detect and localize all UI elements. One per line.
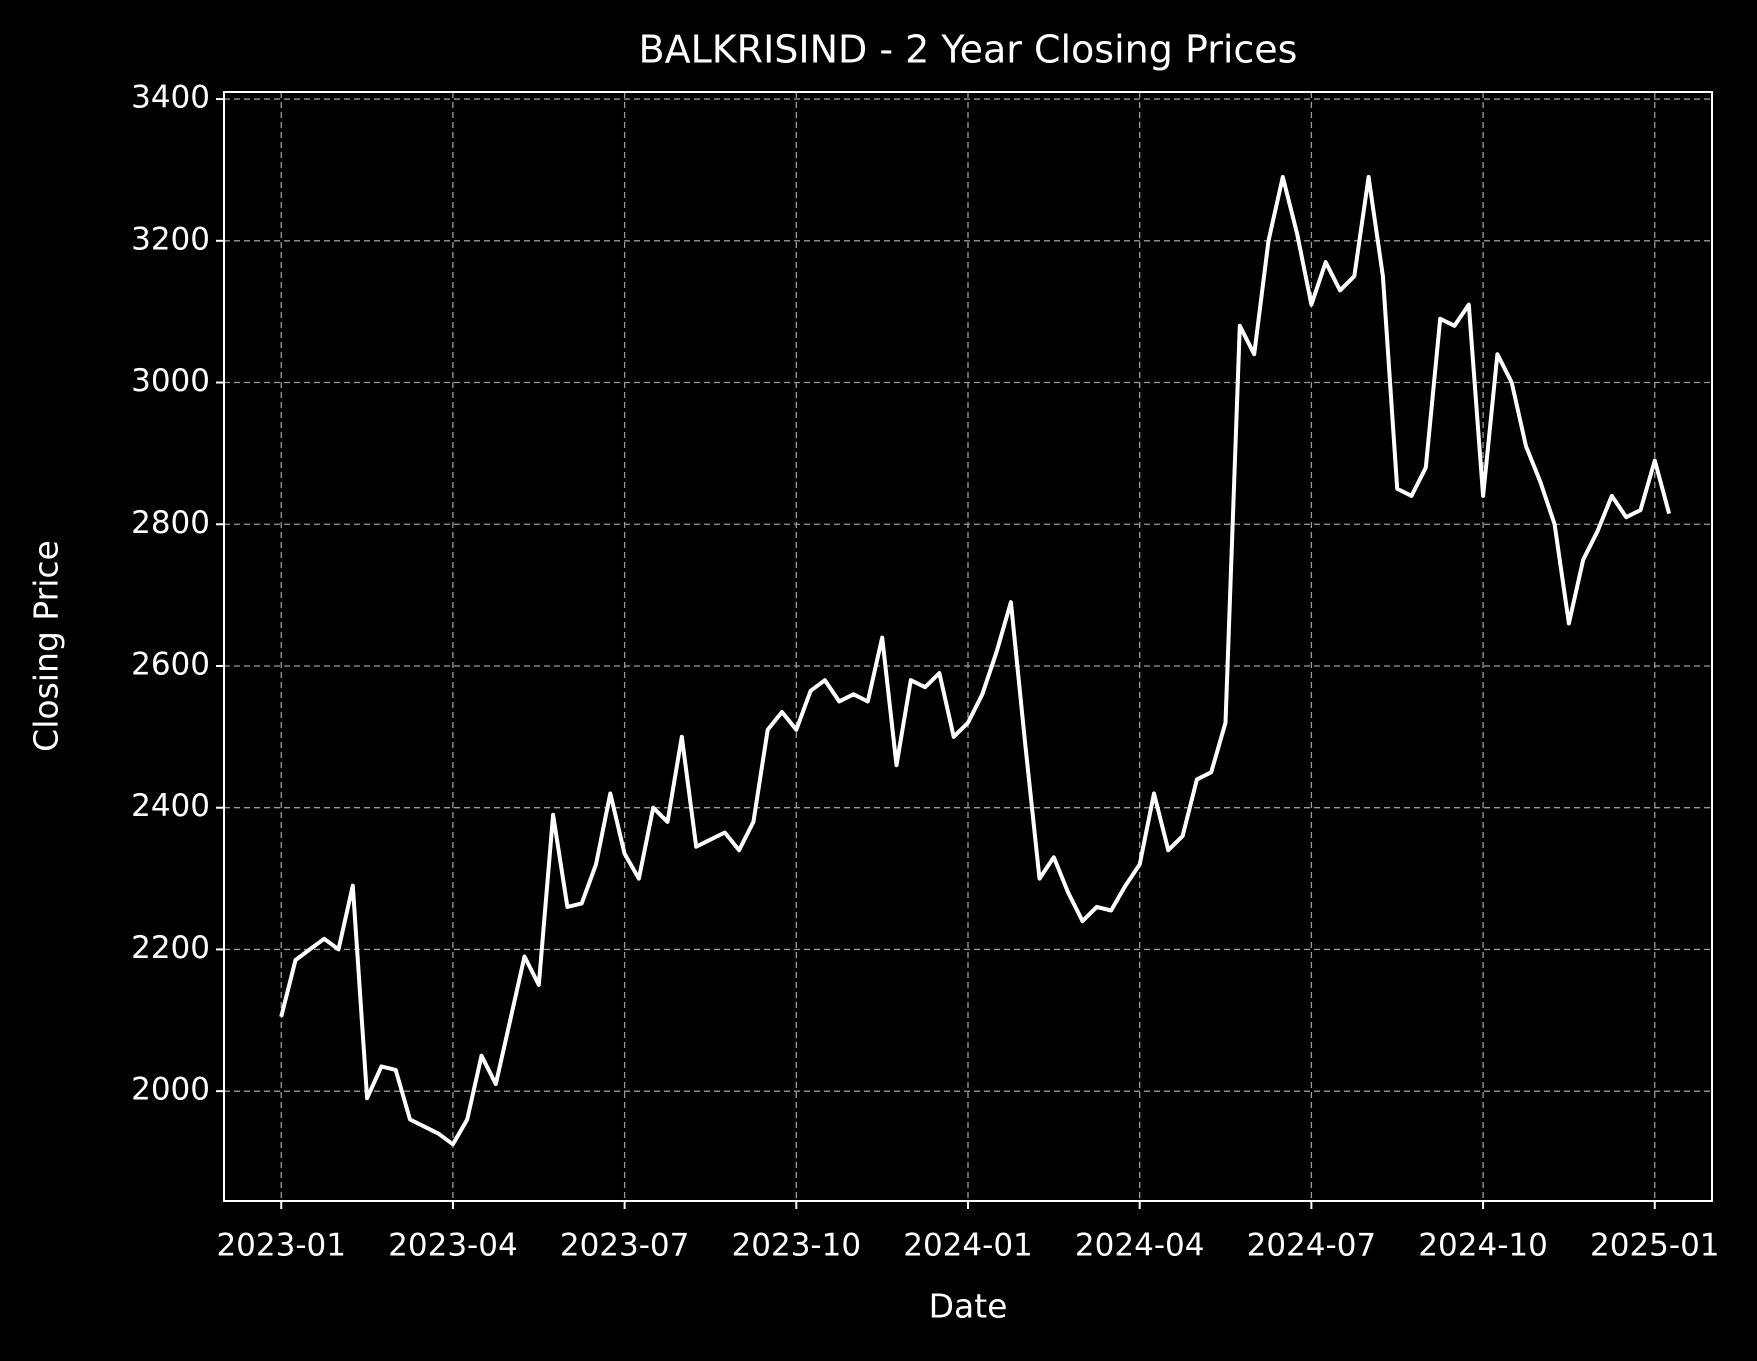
price-line <box>279 175 1672 1147</box>
y-tick-label: 3400 <box>131 80 210 116</box>
y-tick-label: 2800 <box>131 505 210 541</box>
y-tick-label: 2600 <box>131 646 210 682</box>
x-tick-label: 2025-01 <box>1590 1228 1720 1264</box>
x-tick-label: 2024-01 <box>903 1228 1033 1264</box>
y-tick-label: 2400 <box>131 788 210 824</box>
x-tick-label: 2024-04 <box>1075 1228 1205 1264</box>
plot-frame <box>223 91 1713 1202</box>
x-axis-label: Date <box>929 1287 1008 1326</box>
x-tick-label: 2023-07 <box>560 1228 690 1264</box>
y-tick-label: 3200 <box>131 221 210 257</box>
x-tick-label: 2023-10 <box>732 1228 862 1264</box>
y-tick-label: 3000 <box>131 363 210 399</box>
x-tick-label: 2023-01 <box>216 1228 346 1264</box>
x-tick-label: 2024-10 <box>1418 1228 1548 1264</box>
y-tick-label: 2000 <box>131 1072 210 1108</box>
y-axis-label: Closing Price <box>27 540 66 752</box>
x-tick-label: 2023-04 <box>388 1228 518 1264</box>
chart-title: BALKRISIND - 2 Year Closing Prices <box>639 28 1298 72</box>
x-tick-label: 2024-07 <box>1247 1228 1377 1264</box>
y-tick-label: 2200 <box>131 930 210 966</box>
